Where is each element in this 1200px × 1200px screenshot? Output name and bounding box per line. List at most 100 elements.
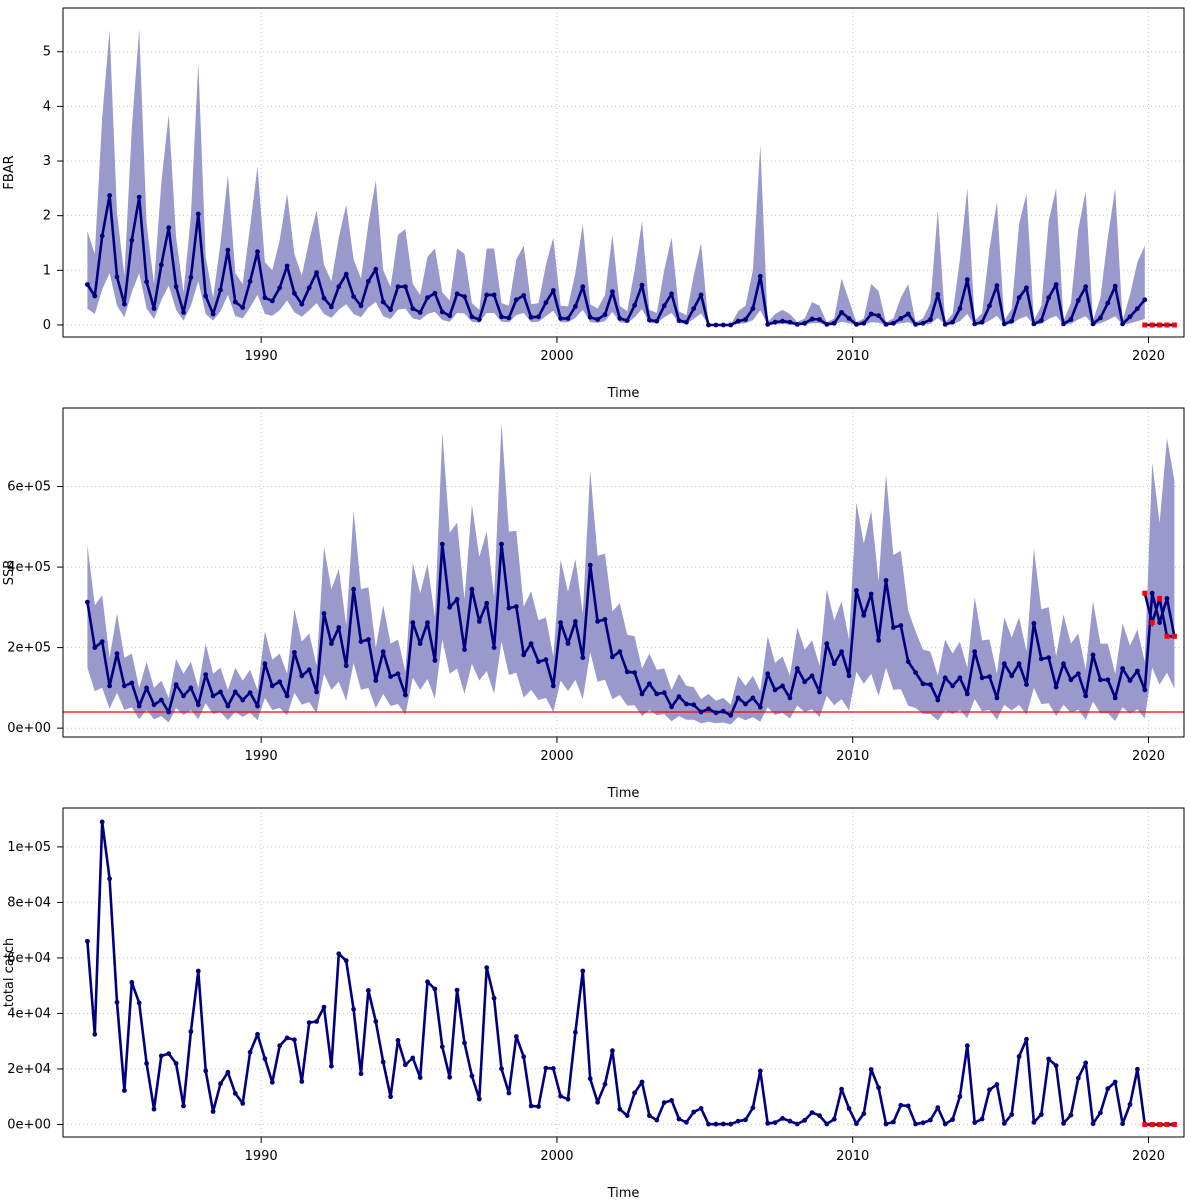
catch-data-point [580, 968, 586, 974]
fbar-data-point [247, 278, 253, 284]
catch-data-point [1135, 1066, 1140, 1072]
ssb-y-tick-label: 6e+05 [7, 480, 51, 495]
fbar-data-point [1053, 282, 1059, 287]
catch-x-tick-label: 1990 [245, 1149, 278, 1164]
fbar-data-point [210, 311, 216, 317]
ssb-data-point [1127, 678, 1133, 683]
catch-data-point [1105, 1086, 1111, 1092]
ssb-data-point [439, 541, 445, 547]
ssb-data-point [772, 687, 778, 693]
catch-data-point [225, 1069, 231, 1075]
fbar-forecast-point [1142, 322, 1148, 328]
catch-data-point [166, 1051, 172, 1057]
ssb-data-point [410, 620, 416, 625]
fbar-data-point [802, 320, 808, 326]
catch-data-point [898, 1102, 904, 1108]
fbar-data-point [987, 303, 992, 309]
fbar-data-point [173, 284, 179, 290]
ssb-data-point [1142, 687, 1148, 693]
fbar-data-point [654, 318, 660, 324]
ssb-forecast-point [1164, 633, 1170, 639]
ssb-data-point [277, 679, 283, 685]
ssb-data-point [817, 689, 822, 695]
fbar-data-point [698, 292, 704, 298]
catch-data-point [173, 1061, 179, 1066]
fbar-panel: 1990 2000 2010 2020 0 1 2 3 4 5 Time FBAR [2, 7, 1185, 401]
fbar-data-point [395, 284, 401, 290]
ssb-data-point [1105, 677, 1111, 683]
fbar-data-point [1142, 297, 1148, 303]
catch-data-point [839, 1086, 844, 1092]
ssb-data-point [684, 701, 689, 707]
ssb-data-point [928, 682, 933, 687]
fbar-data-point [528, 314, 534, 320]
catch-data-point [129, 980, 135, 985]
ssb-data-point [1068, 677, 1074, 683]
fbar-data-point [617, 316, 623, 321]
ssb-data-point [513, 604, 519, 609]
ssb-data-point [676, 694, 682, 700]
fbar-data-point [676, 318, 682, 323]
catch-data-point [905, 1103, 911, 1109]
catch-data-point [432, 986, 438, 992]
fbar-band-area [87, 28, 1145, 326]
fbar-data-point [1135, 306, 1140, 311]
ssb-data-point [1031, 621, 1037, 626]
catch-data-point [831, 1116, 837, 1122]
fbar-data-point [558, 316, 563, 321]
catch-data-point [181, 1103, 186, 1109]
catch-data-point [528, 1103, 534, 1109]
catch-data-point [543, 1065, 549, 1071]
catch-data-point [602, 1081, 608, 1087]
fbar-data-point [292, 290, 297, 296]
fbar-data-point [920, 320, 926, 326]
catch-data-point [85, 938, 90, 944]
fbar-forecast-point [1171, 322, 1177, 328]
fbar-data-point [750, 306, 756, 311]
ssb-data-point [846, 673, 852, 679]
fbar-data-point [158, 262, 164, 268]
ssb-data-point [129, 680, 135, 686]
ssb-data-point [114, 651, 120, 656]
ssb-data-point [388, 674, 393, 679]
catch-data-point [1038, 1112, 1044, 1117]
catch-data-point [757, 1068, 763, 1074]
ssb-data-point [1016, 661, 1022, 667]
catch-data-point [439, 1044, 445, 1050]
fbar-data-point [1112, 283, 1118, 289]
ssb-data-point [1083, 693, 1089, 699]
fbar-x-tick-label: 2010 [836, 349, 869, 364]
ssb-data-point [476, 619, 482, 624]
catch-data-point [639, 1079, 645, 1085]
fbar-data-point [1009, 318, 1015, 324]
ssb-forecast-points [1142, 590, 1177, 639]
catch-data-point [1120, 1121, 1125, 1127]
fbar-data-point [343, 271, 349, 277]
ssb-data-point [284, 693, 290, 699]
fbar-data-point [85, 282, 90, 287]
fbar-data-point [935, 292, 941, 297]
catch-data-point [610, 1048, 615, 1054]
ssb-data-point [861, 613, 867, 618]
ssb-data-point [787, 695, 793, 701]
catch-data-point [624, 1113, 630, 1118]
fbar-data-point [225, 247, 231, 253]
ssb-data-point [979, 675, 985, 681]
catch-data-point [203, 1068, 209, 1074]
catch-data-point [188, 1029, 194, 1034]
catch-data-point [299, 1079, 305, 1084]
ssb-data-point [1053, 684, 1059, 690]
catch-data-point [314, 1019, 319, 1024]
catch-data-point [698, 1106, 704, 1111]
fbar-y-axis: 0 1 2 3 4 5 [43, 45, 63, 333]
catch-data-point [462, 1040, 467, 1046]
fbar-x-tick-label: 2020 [1132, 349, 1165, 364]
catch-data-point [617, 1106, 623, 1112]
fbar-data-point [469, 314, 475, 320]
fbar-data-point [595, 317, 600, 322]
fbar-y-tick-label: 5 [43, 45, 51, 60]
ssb-series-line [86, 542, 1176, 717]
fbar-data-point [831, 320, 837, 326]
ssb-data-point [1157, 620, 1162, 625]
